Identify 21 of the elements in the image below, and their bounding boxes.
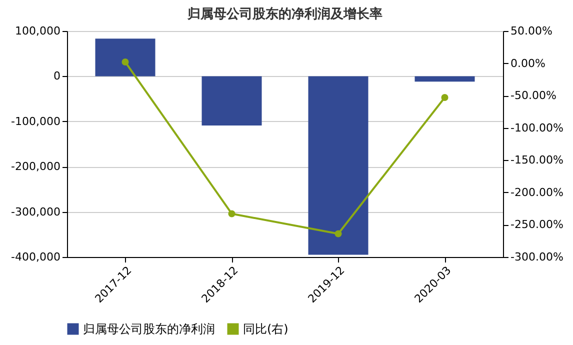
y2-tick-label: -50.00% [510, 89, 556, 102]
legend-label: 同比(右) [243, 322, 288, 336]
y-tick-label: -200,000 [11, 160, 60, 174]
y2-tick-label: 50.00% [510, 24, 552, 38]
point [122, 58, 129, 66]
y2-tick-label: -250.00% [510, 218, 564, 232]
y2-tick-label: -150.00% [510, 154, 564, 167]
point [334, 230, 342, 238]
y-tick-label: -300,000 [11, 205, 60, 218]
y-tick-label: -400,000 [11, 250, 60, 264]
y2-tick-label: -300.00% [510, 250, 564, 264]
y2-tick-label: 0.00% [510, 56, 546, 70]
point [228, 210, 236, 218]
point [441, 94, 448, 102]
y-tick-label: 0 [54, 70, 60, 83]
chart-title: 归属母公司股东的净利润及增长率 [186, 6, 382, 22]
y2-tick-label: -200.00% [510, 186, 564, 199]
legend-label: 归属母公司股东的净利润 [83, 322, 215, 336]
y-tick-label: -100,000 [11, 114, 60, 128]
y2-tick-label: -100.00% [510, 121, 564, 134]
y-tick-label: 100,000 [15, 24, 60, 38]
